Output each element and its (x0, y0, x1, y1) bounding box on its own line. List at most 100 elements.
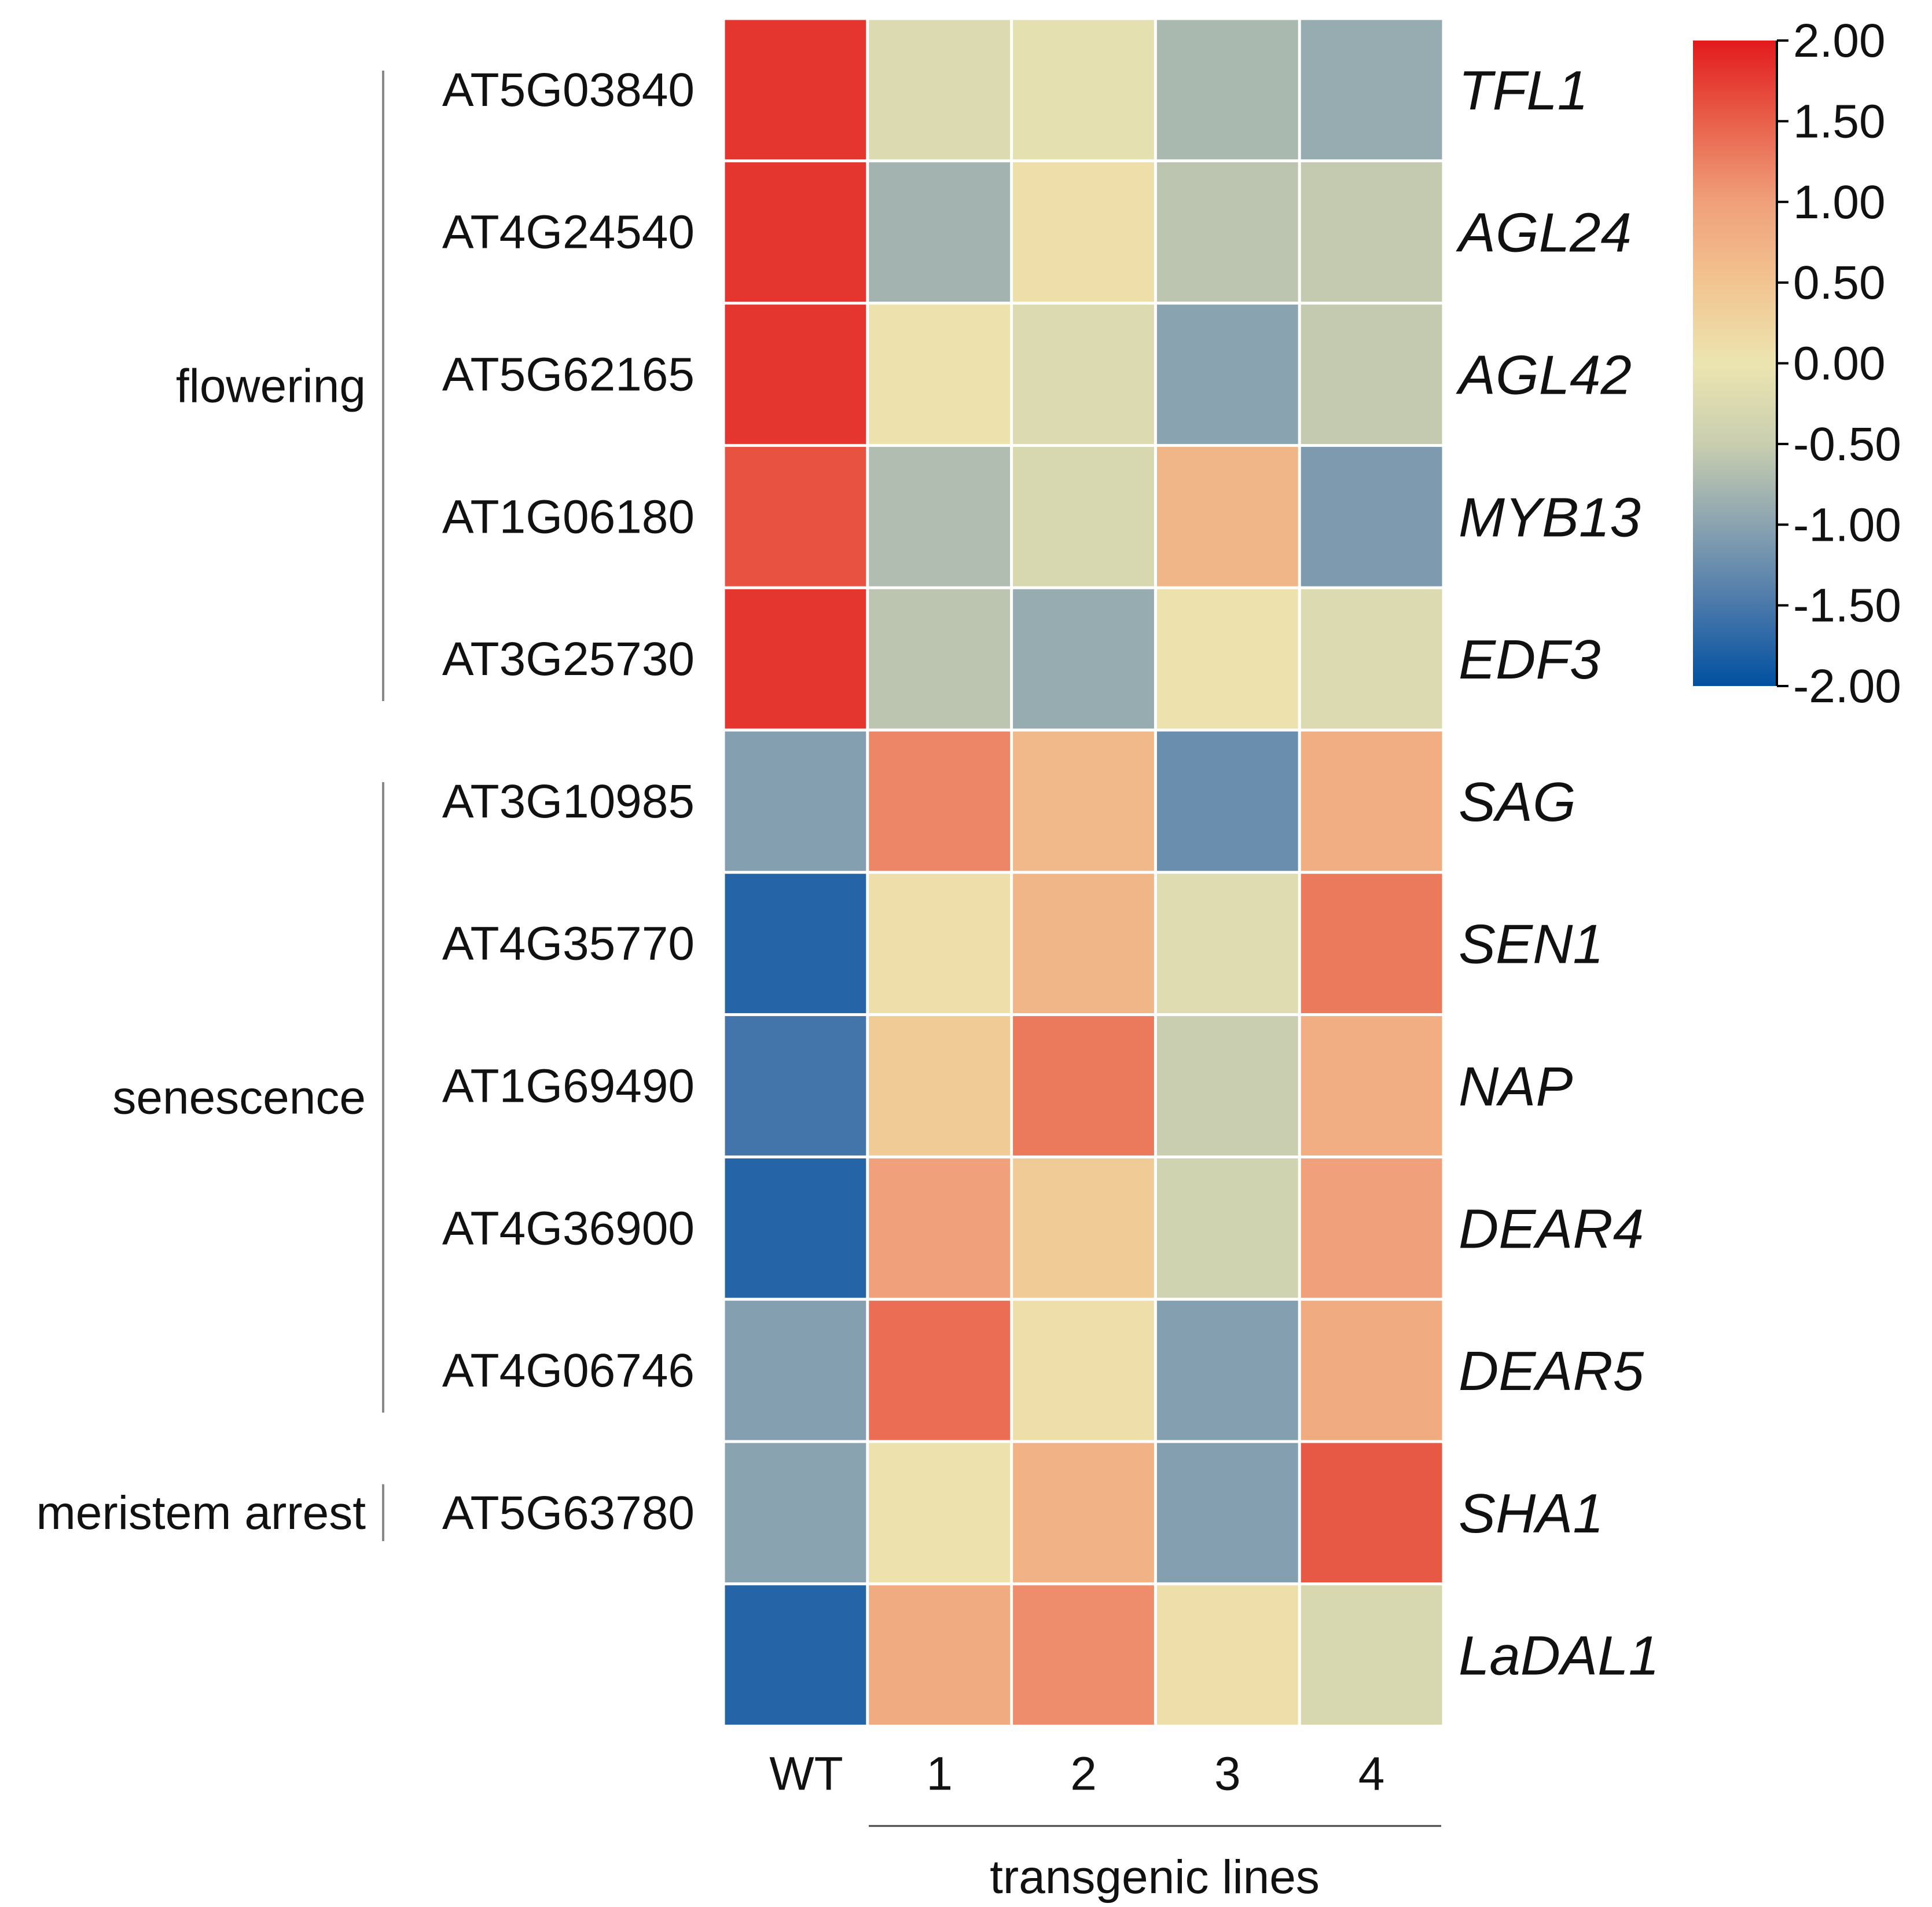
heatmap-cell (1013, 20, 1154, 160)
gene-name-label: MYB13 (1459, 486, 1641, 548)
colorbar-tick-label: -0.50 (1793, 418, 1901, 471)
heatmap-cell (1301, 305, 1442, 444)
heatmap-cell (1013, 589, 1154, 729)
row-id-label: AT4G36900 (442, 1202, 695, 1255)
heatmap-cell (869, 1443, 1011, 1583)
heatmap-cell (1156, 20, 1298, 160)
heatmap-cell (1156, 162, 1298, 302)
gene-name-label: SAG (1459, 771, 1576, 833)
heatmap-cell (1301, 731, 1442, 871)
gene-name-label: LaDAL1 (1459, 1625, 1659, 1687)
heatmap-cell (1013, 162, 1154, 302)
colorbar-tick-label: -1.50 (1793, 580, 1901, 632)
gene-name-label: TFL1 (1459, 60, 1588, 122)
heatmap-cell (1013, 1158, 1154, 1298)
heatmap-cell (1156, 874, 1298, 1014)
heatmap-cell (1013, 1016, 1154, 1156)
gene-name-label: AGL42 (1456, 344, 1632, 406)
gene-name-label: NAP (1459, 1056, 1573, 1118)
heatmap-cell (1156, 589, 1298, 729)
heatmap-cells (725, 20, 1442, 1725)
row-id-label: AT3G25730 (442, 633, 695, 685)
heatmap-cell (869, 1016, 1011, 1156)
colorbar-tick-label: 0.50 (1793, 256, 1886, 309)
colorbar-tick-label: -1.00 (1793, 498, 1901, 551)
heatmap-cell (1156, 446, 1298, 586)
row-id-label: AT1G06180 (442, 490, 695, 543)
heatmap-cell (725, 1016, 866, 1156)
gene-labels: TFL1 AGL24 AGL42 MYB13 EDF3 SAG SEN1 NAP DEAR4 DE… (1456, 60, 1659, 1687)
heatmap-cell (1013, 1300, 1154, 1440)
colorbar-tick-label: 1.50 (1793, 95, 1886, 148)
row-id-label: AT4G06746 (442, 1344, 695, 1397)
heatmap-cell (1156, 1158, 1298, 1298)
heatmap-cell (1156, 731, 1298, 871)
heatmap-cell (725, 1158, 866, 1298)
row-group-label: flowering (176, 360, 366, 413)
heatmap-cell (1301, 874, 1442, 1014)
heatmap-cell (1156, 305, 1298, 444)
heatmap-cell (1156, 1300, 1298, 1440)
heatmap-cell (725, 162, 866, 302)
gene-name-label: AGL24 (1456, 202, 1632, 264)
row-id-label: AT4G24540 (442, 206, 695, 259)
heatmap-cell (869, 1585, 1011, 1725)
colorbar-ticks: 2.00 1.50 1.00 0.50 0.00 -0.50 -1.00 -1.50 -2.00 (1777, 14, 1901, 713)
colorbar: 2.00 1.50 1.00 0.50 0.00 -0.50 -1.00 -1.50 -2.00 (1693, 14, 1901, 713)
heatmap-cell (1301, 1300, 1442, 1440)
heatmap-cell (725, 446, 866, 586)
gene-name-label: DEAR4 (1459, 1198, 1644, 1260)
heatmap-cell (1013, 1443, 1154, 1583)
colorbar-tick-label: -2.00 (1793, 660, 1901, 713)
heatmap-cell (1156, 1443, 1298, 1583)
heatmap-cell (1301, 1443, 1442, 1583)
heatmap-cell (869, 589, 1011, 729)
heatmap-cell (869, 1158, 1011, 1298)
column-labels: WT 1 2 3 4 (769, 1748, 1384, 1800)
heatmap-cell (1156, 1016, 1298, 1156)
heatmap-cell (1301, 446, 1442, 586)
heatmap-cell (725, 1443, 866, 1583)
column-label: 4 (1358, 1748, 1385, 1800)
column-label: 2 (1070, 1748, 1097, 1800)
row-group-label: meristem arrest (36, 1487, 366, 1539)
heatmap-cell (1301, 589, 1442, 729)
row-labels: AT5G03840 AT4G24540 AT5G62165 AT1G06180 AT3G… (442, 64, 695, 1539)
heatmap-cell (725, 589, 866, 729)
heatmap-cell (725, 731, 866, 871)
colorbar-tick-label: 2.00 (1793, 14, 1886, 67)
heatmap-cell (1013, 305, 1154, 444)
heatmap-cell (1301, 1585, 1442, 1725)
row-group-label: senescence (112, 1072, 366, 1124)
heatmap-cell (1013, 1585, 1154, 1725)
row-id-label: AT1G69490 (442, 1060, 695, 1113)
gene-name-label: SEN1 (1459, 914, 1604, 975)
column-group-title: transgenic lines (990, 1851, 1320, 1904)
row-group-annotations: flowering senescence meristem arrest (36, 71, 384, 1542)
heatmap-cell (725, 1300, 866, 1440)
row-id-label: AT3G10985 (442, 775, 695, 828)
heatmap-cell (869, 162, 1011, 302)
row-id-label: AT5G03840 (442, 64, 695, 116)
heatmap-cell (1013, 446, 1154, 586)
heatmap-cell (869, 446, 1011, 586)
heatmap-cell (1301, 20, 1442, 160)
heatmap-cell (869, 1300, 1011, 1440)
heatmap-cell (869, 305, 1011, 444)
heatmap-cell (725, 305, 866, 444)
heatmap-cell (1013, 731, 1154, 871)
heatmap-cell (725, 20, 866, 160)
column-label: 3 (1214, 1748, 1241, 1800)
heatmap-cell (1301, 1158, 1442, 1298)
heatmap-cell (725, 1585, 866, 1725)
colorbar-tick-label: 0.00 (1793, 338, 1886, 390)
heatmap-cell (1301, 1016, 1442, 1156)
row-id-label: AT4G35770 (442, 918, 695, 970)
gene-name-label: SHA1 (1459, 1483, 1604, 1545)
colorbar-tick-label: 1.00 (1793, 176, 1886, 229)
heatmap-cell (1156, 1585, 1298, 1725)
gene-name-label: EDF3 (1459, 629, 1600, 691)
column-label: WT (769, 1748, 843, 1800)
heatmap-cell (1301, 162, 1442, 302)
